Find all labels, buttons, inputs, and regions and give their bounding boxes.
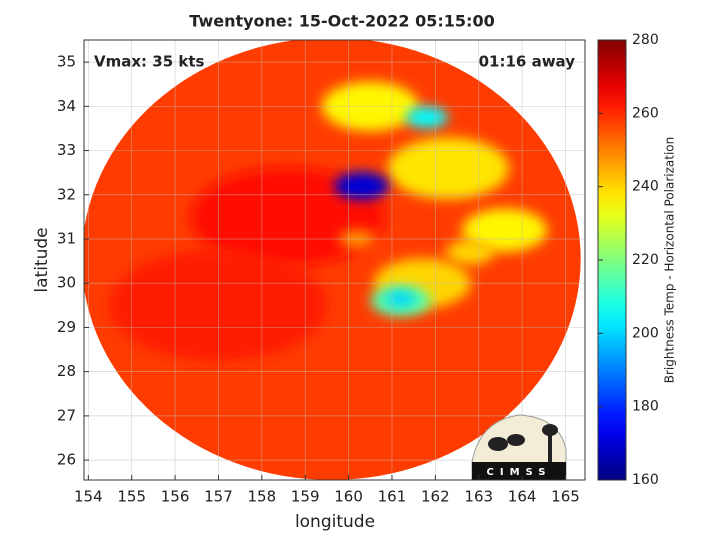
annotation: 01:16 away [479, 53, 576, 71]
y-tick-label: 30 [57, 274, 76, 292]
colorbar-tick-label: 180 [632, 399, 659, 415]
x-axis-label: longitude [295, 512, 375, 532]
y-tick-label: 27 [57, 406, 76, 424]
y-axis-label: latitude [32, 227, 52, 292]
y-tick-label: 35 [57, 53, 76, 71]
colorbar-tick-label: 280 [632, 32, 659, 48]
feature [462, 208, 548, 252]
y-tick-label: 29 [57, 318, 76, 336]
y-tick-label: 32 [57, 185, 76, 203]
x-tick-label: 157 [204, 488, 233, 506]
y-tick-label: 28 [57, 362, 76, 380]
x-tick-label: 163 [464, 488, 493, 506]
annotation: Vmax: 35 kts [94, 53, 204, 71]
colorbar-tick-label: 260 [632, 105, 659, 121]
feature [385, 290, 416, 307]
x-tick-label: 154 [74, 488, 103, 506]
logo: CIMSS [471, 414, 567, 481]
x-tick-label: 164 [508, 488, 537, 506]
x-tick-label: 165 [551, 488, 580, 506]
colorbar-tick-label: 240 [632, 179, 659, 195]
logo-text: CIMSS [487, 467, 552, 478]
x-tick-label: 155 [117, 488, 146, 506]
axes-box [83, 39, 586, 481]
y-tick-label: 33 [57, 141, 76, 159]
y-tick-label: 26 [57, 451, 76, 469]
feature [334, 172, 389, 200]
feature [387, 137, 510, 200]
x-tick-label: 160 [334, 488, 363, 506]
features [109, 81, 548, 362]
colorbar-tick-label: 220 [632, 252, 659, 268]
image [84, 40, 581, 480]
x-tick-label: 159 [291, 488, 320, 506]
colorbar-label: Brightness Temp - Horizontal Polarizatio… [663, 137, 677, 384]
feature [190, 167, 386, 267]
grid [84, 40, 585, 480]
x-tick-label: 161 [378, 488, 407, 506]
colorbar-tick-label: 200 [632, 325, 659, 341]
x-tick-label: 162 [421, 488, 450, 506]
y-tick-label: 31 [57, 229, 76, 247]
colorbar-tick-label: 160 [632, 472, 659, 488]
y-tick-label: 34 [57, 97, 76, 115]
chart-title: Twentyone: 15-Oct-2022 05:15:00 [189, 12, 494, 31]
feature [405, 106, 448, 129]
x-tick-label: 158 [248, 488, 277, 506]
feature [445, 239, 495, 265]
x-tick-label: 156 [161, 488, 190, 506]
